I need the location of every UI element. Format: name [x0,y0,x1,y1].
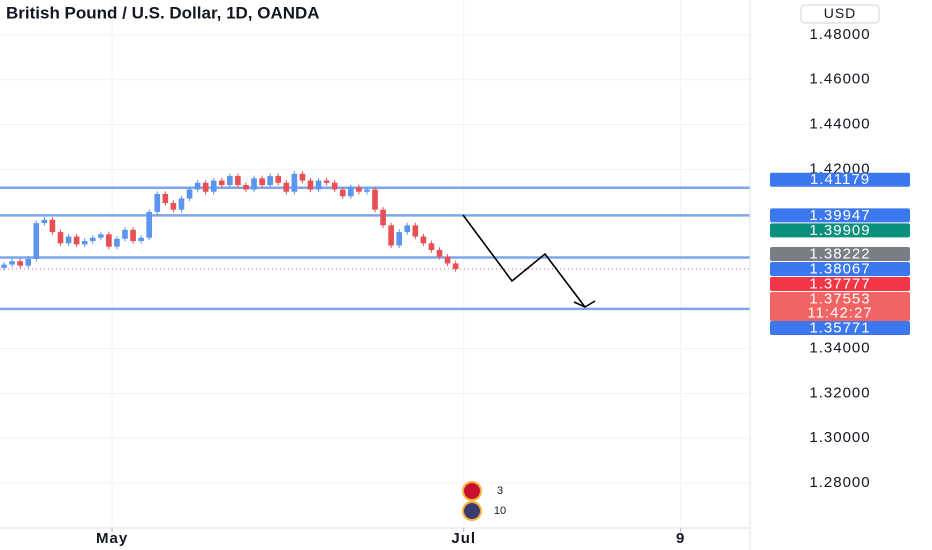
candle-body [347,187,354,197]
candle-body [420,236,427,244]
candle-body [146,211,153,238]
candle-body [41,219,48,224]
x-tick-label: 9 [676,530,685,547]
candle-body [1,264,7,268]
candle-body [97,234,104,238]
candle-body [404,225,411,233]
candle-body [356,187,362,192]
candle-body [106,234,112,247]
price-label-box [770,320,910,335]
price-label: 1.39909 [809,222,870,239]
price-label-box [770,172,910,187]
y-tick-label: 1.30000 [809,429,870,446]
y-tick-label: 1.44000 [809,116,870,133]
candle-body [259,178,265,186]
candle-body [162,193,169,203]
candle-body [267,176,273,186]
candle-body [194,182,201,190]
candle-body [81,241,88,245]
price-label-box [770,276,910,291]
candle-body [364,189,370,192]
candle-body [65,236,72,244]
candle-body [315,180,322,190]
plot [0,171,750,311]
price-label: 1.37777 [809,275,870,292]
candle-body [227,176,233,186]
candle-body [138,237,144,242]
projection-arrow [573,300,596,308]
event-icon [462,501,482,521]
candle-body [33,223,40,259]
candle-body [452,263,459,270]
projection-drawing [462,214,586,308]
grid [0,0,750,528]
chart-title: British Pound / U.S. Dollar, 1D, OANDA [6,3,320,22]
x-tick-label: May [96,530,128,547]
candle-body [436,249,443,257]
event-count: 10 [494,505,506,517]
candle-body [114,238,120,247]
candle-body [372,189,378,210]
candle-body [299,173,306,181]
candle-body [73,236,80,245]
y-tick-label: 1.46000 [809,71,870,88]
candle-body [380,209,386,226]
candle-body [89,237,96,242]
price-label: 1.38222 [809,245,870,262]
candle-body [17,261,23,266]
price-label-box [770,246,910,261]
price-label-box [770,291,910,321]
y-tick-label: 1.48000 [809,26,870,43]
y-tick-label: 1.32000 [809,384,870,401]
candle-body [9,261,15,265]
candle-body [331,182,338,190]
candle-body [170,202,177,210]
price-label-box [770,223,910,238]
price-label-box [770,208,910,223]
axes: 1.280001.300001.320001.340001.420001.440… [96,26,910,547]
candle-body [283,182,290,192]
event-icon [462,481,482,501]
candle-body [25,258,32,266]
y-tick-label: 1.34000 [809,340,870,357]
price-label-box [770,261,910,276]
candle-body [57,232,64,244]
candle-body [186,189,193,199]
candle-body [291,173,298,192]
candle-body [49,219,56,233]
candle-body [251,178,257,190]
candle-body [130,229,136,242]
candle-body [428,243,435,250]
candle-body [275,176,282,183]
candle-body [243,185,249,190]
price-label: 1.38067 [809,260,870,277]
candle-body [444,256,451,264]
candle-body [202,182,209,192]
candle-body [154,193,161,212]
candle-body [178,198,185,210]
candle-body [210,180,217,192]
price-label: 1.37553 [809,290,870,307]
y-tick-label: 1.28000 [809,474,870,491]
currency-label[interactable]: USD [824,5,857,21]
candle-body [388,225,394,246]
currency-button[interactable] [800,4,880,24]
x-tick-label: Jul [451,530,476,547]
price-label: 1.35771 [809,319,870,336]
event-count: 3 [497,485,503,497]
countdown: 11:42:27 [807,304,872,321]
candle-body [307,180,314,190]
candle-body [412,225,419,237]
price-label: 1.41179 [810,171,870,188]
candle-body [235,176,241,186]
price-label: 1.39947 [809,207,870,224]
candle-body [339,189,346,197]
candle-body [323,180,330,183]
candle-body [218,180,225,186]
candle-body [396,232,403,246]
candle-body [122,229,128,239]
